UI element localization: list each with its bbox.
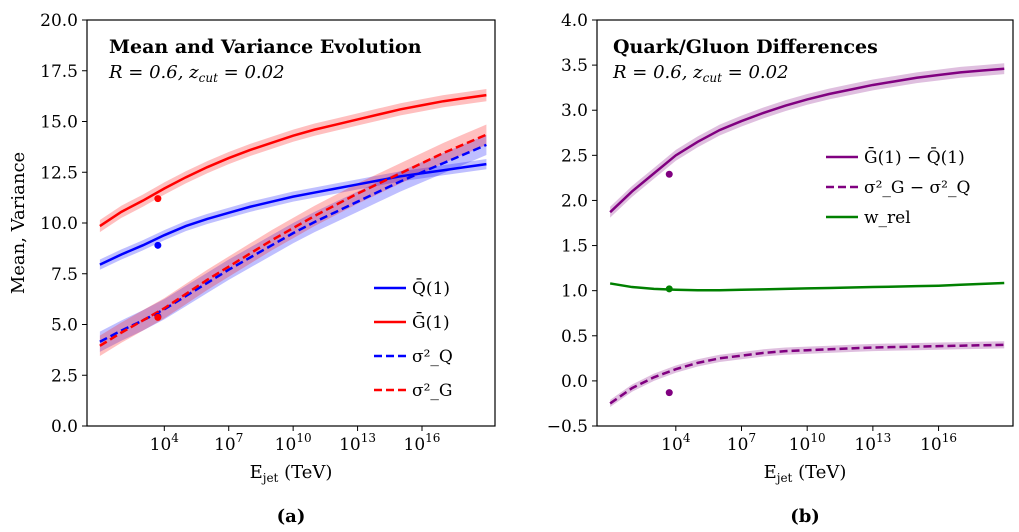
panel-a-legend-label-1: Ḡ(1)	[412, 311, 450, 333]
panel-b-ytick-label: 1.0	[561, 282, 588, 302]
panel-b-xtick-label: 1013	[854, 431, 891, 455]
panel-a-xtick-label: 1013	[339, 431, 376, 455]
panel-a-ytick-label: 17.5	[40, 62, 78, 82]
panel-b-legend: Ḡ(1) − Q̄(1) σ²_G − σ²_Q w_rel	[818, 140, 1008, 236]
panel-a-series-0-marker	[154, 241, 162, 249]
panel-b-xlabel: Ejet (TeV)	[764, 462, 847, 485]
panel-b-legend-label-1: σ²_G − σ²_Q	[864, 178, 970, 198]
panel-b-series-0-band	[610, 63, 1005, 218]
panel-b-ytick-label: 0.0	[561, 372, 588, 392]
panel-b-caption: (b)	[790, 506, 820, 527]
panel-b: 104 107 1010 1013 1016 −0.5 0.0 0.5 1.0 1.5 2.0 2.…	[547, 11, 1014, 527]
panel-a-ylabel: Mean, Variance	[8, 152, 29, 294]
panel-b-series-0-line	[609, 67, 1005, 214]
panel-a-legend: Q̄(1) Ḡ(1) σ²_Q σ²_G	[368, 270, 490, 418]
panel-b-ytick-label: 1.5	[561, 237, 588, 257]
panel-b-ytick-label: 0.5	[561, 327, 588, 347]
panel-b-ytick-label: 2.5	[561, 146, 588, 166]
panel-a-ytick-label: 5.0	[51, 316, 78, 336]
panel-a-series-1-line	[99, 93, 487, 228]
panel-b-series-1-marker	[665, 389, 673, 397]
panel-a-legend-label-3: σ²_G	[412, 381, 453, 401]
panel-a-xtick-label: 1016	[404, 431, 441, 455]
panel-b-ytick-label: 2.0	[561, 191, 588, 211]
panel-a-caption: (a)	[277, 506, 306, 527]
panel-a-subtitle: R = 0.6, zcut = 0.02	[108, 62, 285, 85]
panel-b-ytick-label: 3.0	[561, 101, 588, 121]
panel-b-series-1-line	[609, 343, 1005, 405]
panel-a-xtick-label: 107	[214, 431, 243, 455]
panel-b-xtick-label: 1016	[920, 431, 957, 455]
panel-a-series-3-marker	[154, 313, 162, 321]
panel-b-series-1-band	[610, 341, 1005, 408]
panel-a-series-1-band	[99, 89, 487, 233]
panel-b-series-0-marker	[665, 170, 673, 178]
panel-a-xlabel: Ejet (TeV)	[250, 462, 333, 485]
panel-b-ytick-label: 4.0	[561, 11, 588, 31]
panel-a-ytick-label: 2.5	[51, 366, 78, 386]
panel-a: 104 107 1010 1013 1016 0.0 2.5 5.0 7.5 10.0 12.5 1…	[8, 11, 496, 527]
panel-b-legend-label-2: w_rel	[864, 208, 911, 228]
panel-a-ytick-label: 20.0	[40, 11, 78, 31]
panel-b-legend-label-0: Ḡ(1) − Q̄(1)	[864, 146, 965, 168]
panel-b-ytick-label: −0.5	[547, 417, 588, 437]
panel-b-title: Quark/Gluon Differences	[613, 36, 878, 58]
panel-b-subtitle: R = 0.6, zcut = 0.02	[612, 62, 789, 85]
panel-a-series-3-band	[99, 124, 487, 356]
panel-a-title: Mean and Variance Evolution	[109, 36, 422, 58]
panel-a-ytick-label: 7.5	[51, 265, 78, 285]
panel-a-series-3-line	[99, 133, 487, 347]
panel-b-ytick-label: 3.5	[561, 56, 588, 76]
panel-a-ytick-label: 10.0	[40, 214, 78, 234]
panel-a-xtick-label: 104	[150, 431, 180, 455]
panel-a-ytick-label: 12.5	[40, 163, 78, 183]
panel-b-frame	[596, 19, 1014, 427]
panel-b-series-2-marker	[665, 285, 673, 293]
panel-a-ytick-label: 15.0	[40, 113, 78, 133]
panel-b-xtick-label: 104	[661, 431, 691, 455]
panel-b-series-2-line	[609, 281, 1005, 292]
panel-a-xtick-label: 1010	[275, 431, 312, 455]
panel-b-xtick-label: 1010	[789, 431, 826, 455]
panel-a-legend-label-2: σ²_Q	[412, 347, 453, 367]
panel-a-series-1-marker	[154, 195, 162, 203]
panel-b-xtick-label: 107	[727, 431, 756, 455]
panel-a-ytick-label: 0.0	[51, 417, 78, 437]
panel-a-legend-label-0: Q̄(1)	[412, 277, 450, 299]
panel-a-series-2-band	[99, 134, 487, 352]
